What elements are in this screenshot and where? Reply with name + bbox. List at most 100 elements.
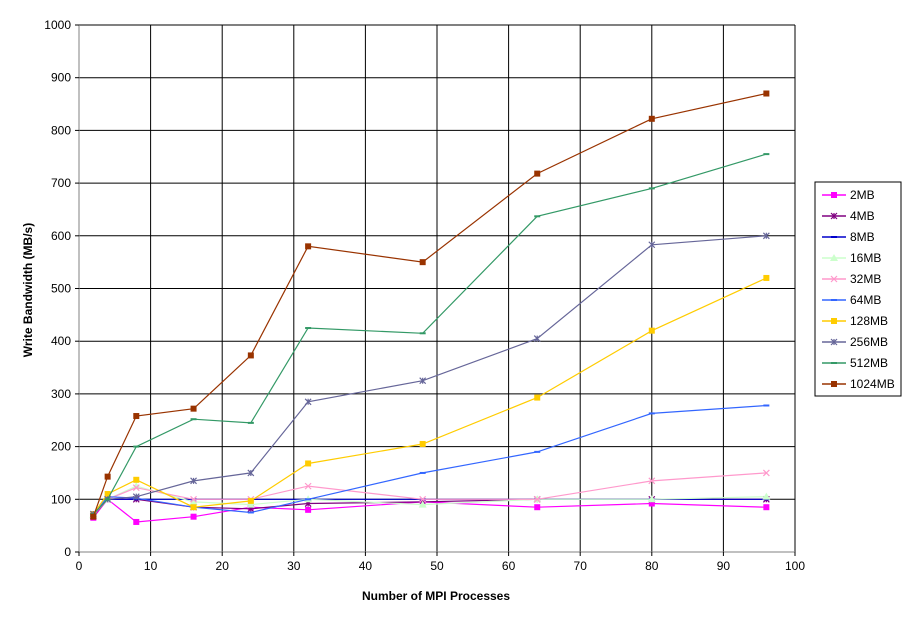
data-point-16mb bbox=[189, 497, 198, 505]
y-tick-label: 500 bbox=[51, 282, 71, 296]
legend-swatch-marker bbox=[830, 338, 838, 346]
data-point-256mb bbox=[190, 477, 197, 485]
x-tick-label: 0 bbox=[76, 559, 83, 573]
data-point-32mb bbox=[190, 495, 197, 503]
y-tick-label: 900 bbox=[51, 71, 71, 85]
data-point-2mb bbox=[190, 513, 197, 520]
legend-swatch-marker bbox=[831, 318, 837, 324]
data-point-1024mb bbox=[534, 170, 541, 177]
series-line-512mb bbox=[92, 153, 767, 515]
data-point-256mb bbox=[762, 232, 770, 240]
data-point-128mb bbox=[648, 327, 655, 334]
x-tick-label: 30 bbox=[287, 559, 301, 573]
legend-item-32mb: 32MB bbox=[822, 272, 881, 286]
x-tick-label: 80 bbox=[645, 559, 659, 573]
legend-label: 128MB bbox=[850, 314, 888, 328]
data-point-2mb bbox=[534, 504, 541, 511]
legend-swatch-marker bbox=[831, 192, 837, 198]
data-point-128mb bbox=[534, 394, 541, 401]
legend-label: 4MB bbox=[850, 209, 875, 223]
legend-item-4mb: 4MB bbox=[822, 209, 875, 223]
data-point-1024mb bbox=[104, 473, 111, 480]
legend-label: 1024MB bbox=[850, 377, 895, 391]
series-line-1024mb bbox=[92, 92, 767, 517]
data-point-1024mb bbox=[763, 90, 770, 97]
data-point-16mb bbox=[132, 482, 141, 490]
y-tick-label: 700 bbox=[51, 176, 71, 190]
data-point-1024mb bbox=[190, 405, 197, 412]
tick-labels: 0 10 20 30 40 50 60 70 80 90 100010020030040050060… bbox=[44, 18, 805, 573]
data-point-1024mb bbox=[419, 259, 426, 266]
data-point-128mb bbox=[419, 440, 426, 447]
series-lines bbox=[89, 90, 771, 525]
series-256mb bbox=[89, 232, 770, 518]
data-point-256mb bbox=[132, 493, 140, 501]
data-point-128mb bbox=[190, 504, 197, 511]
y-tick-label: 100 bbox=[51, 492, 71, 506]
gridlines bbox=[79, 24, 796, 552]
data-point-2mb bbox=[763, 504, 770, 511]
legend-swatch-marker bbox=[830, 254, 838, 261]
legend-item-128mb: 128MB bbox=[822, 314, 888, 328]
data-point-256mb bbox=[533, 335, 541, 342]
x-tick-label: 40 bbox=[359, 559, 373, 573]
data-point-128mb bbox=[763, 274, 770, 281]
series-line-128mb bbox=[92, 277, 767, 515]
legend-item-1024mb: 1024MB bbox=[822, 377, 895, 391]
data-point-1024mb bbox=[305, 243, 312, 250]
data-point-1024mb bbox=[247, 352, 254, 359]
x-tick-label: 20 bbox=[216, 559, 230, 573]
y-tick-label: 0 bbox=[64, 545, 71, 559]
legend-swatch-marker bbox=[830, 212, 838, 220]
x-axis-title: Number of MPI Processes bbox=[362, 589, 510, 603]
data-point-16mb bbox=[418, 500, 427, 508]
legend-item-256mb: 256MB bbox=[822, 335, 888, 349]
legend-item-64mb: 64MB bbox=[822, 293, 881, 307]
x-tick-label: 100 bbox=[785, 559, 805, 573]
legend-swatch-marker bbox=[831, 381, 837, 387]
data-point-16mb bbox=[647, 495, 656, 503]
legend-label: 32MB bbox=[850, 272, 881, 286]
y-tick-label: 200 bbox=[51, 440, 71, 454]
data-point-32mb bbox=[762, 469, 770, 477]
data-point-1024mb bbox=[133, 413, 140, 420]
y-tick-label: 400 bbox=[51, 334, 71, 348]
y-tick-label: 300 bbox=[51, 387, 71, 401]
series-512mb bbox=[90, 153, 770, 516]
data-point-2mb bbox=[648, 500, 655, 507]
y-axis-title: Write Bandwidth (MB/s) bbox=[21, 223, 35, 357]
data-point-128mb bbox=[247, 497, 254, 504]
data-point-256mb bbox=[419, 377, 427, 385]
axes bbox=[75, 24, 796, 556]
legend-item-8mb: 8MB bbox=[822, 230, 875, 244]
data-point-32mb bbox=[304, 482, 312, 490]
x-tick-label: 10 bbox=[144, 559, 158, 573]
data-point-128mb bbox=[305, 460, 312, 467]
series-32mb bbox=[89, 469, 770, 519]
x-tick-label: 50 bbox=[430, 559, 444, 573]
data-point-256mb bbox=[247, 469, 255, 477]
x-tick-label: 60 bbox=[502, 559, 516, 573]
legend-box bbox=[814, 181, 902, 397]
legend-label: 8MB bbox=[850, 230, 875, 244]
legend-item-2mb: 2MB bbox=[822, 188, 875, 202]
legend-swatch-marker bbox=[830, 275, 838, 283]
series-line-32mb bbox=[92, 472, 767, 516]
data-point-16mb bbox=[762, 492, 771, 500]
legend-label: 256MB bbox=[850, 335, 888, 349]
legend-label: 512MB bbox=[850, 356, 888, 370]
series-line-2mb bbox=[92, 498, 767, 523]
y-tick-label: 1000 bbox=[44, 18, 71, 32]
data-point-2mb bbox=[133, 518, 140, 525]
legend: 2MB 4MB 8MB 16MB 32MB 64MB 128MB 256MB 512MB 1024… bbox=[814, 181, 902, 397]
x-tick-label: 70 bbox=[574, 559, 588, 573]
data-point-256mb bbox=[648, 241, 656, 249]
data-point-32mb bbox=[533, 495, 541, 503]
data-point-2mb bbox=[305, 506, 312, 513]
data-point-16mb bbox=[246, 500, 255, 508]
data-point-128mb bbox=[104, 491, 111, 498]
data-point-256mb bbox=[304, 398, 312, 406]
series-line-256mb bbox=[92, 235, 767, 515]
